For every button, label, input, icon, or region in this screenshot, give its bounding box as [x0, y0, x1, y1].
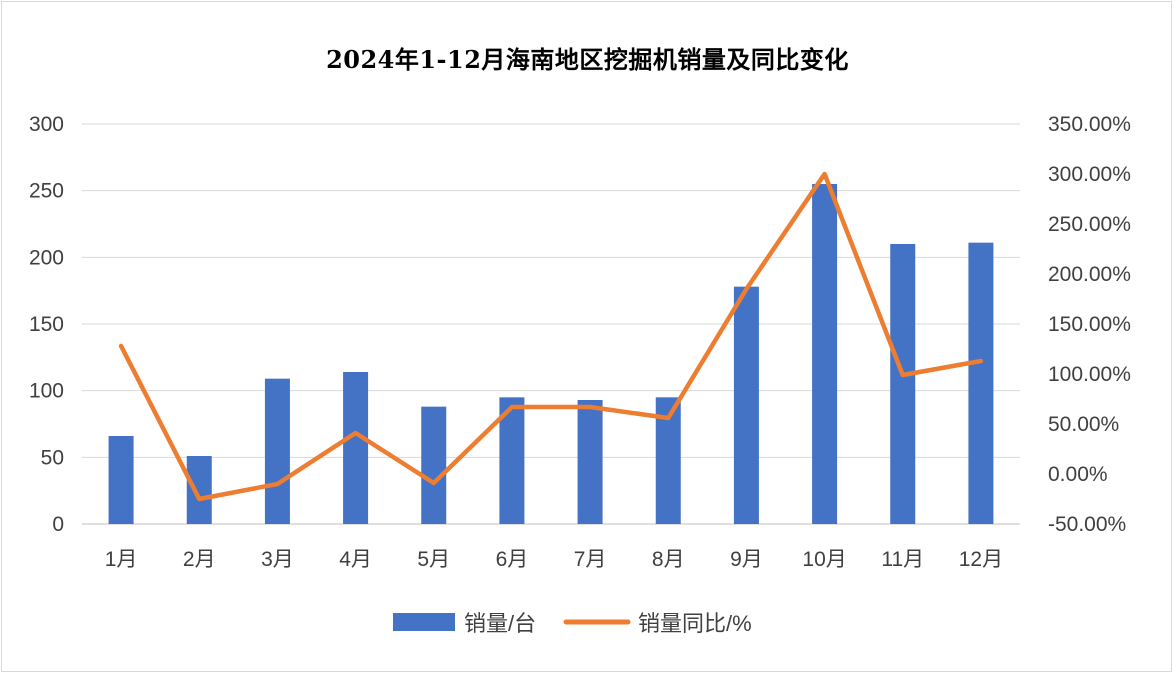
bar	[968, 242, 994, 524]
y-right-tick-label: 300.00%	[1048, 163, 1131, 186]
y-right-tick-label: 200.00%	[1048, 263, 1131, 286]
y-right-tick-label: 350.00%	[1048, 113, 1131, 136]
y-left-tick-label: 300	[29, 113, 64, 136]
y-right-tick-label: 250.00%	[1048, 213, 1131, 236]
x-category-label: 5月	[417, 548, 450, 571]
x-category-label: 6月	[496, 548, 529, 571]
bar	[186, 456, 212, 524]
y-left-tick-label: 50	[41, 446, 64, 469]
bar	[812, 184, 838, 524]
x-category-label: 9月	[730, 548, 763, 571]
legend-bar-label: 销量/台	[464, 611, 536, 636]
bar	[421, 406, 447, 524]
legend-line-label: 销量同比/%	[638, 611, 752, 636]
right-axis-labels: -50.00% 0.00% 50.00% 100.00% 150.00% 200.00% 2…	[1048, 113, 1131, 536]
x-category-label: 11月	[881, 548, 924, 571]
y-right-tick-label: 100.00%	[1048, 363, 1131, 386]
x-category-label: 4月	[339, 548, 372, 571]
bar	[890, 244, 916, 524]
gridlines	[82, 123, 1020, 525]
y-left-tick-label: 100	[29, 380, 64, 403]
x-category-label: 12月	[959, 548, 1003, 571]
legend-bar-swatch	[393, 613, 455, 631]
y-right-tick-label: 150.00%	[1048, 313, 1131, 336]
bar	[499, 397, 525, 524]
y-right-tick-label: 50.00%	[1048, 413, 1119, 436]
y-left-tick-label: 150	[29, 313, 64, 336]
bar	[264, 378, 290, 524]
bar	[108, 436, 134, 524]
x-category-label: 1月	[105, 548, 138, 571]
y-left-tick-label: 250	[29, 180, 64, 203]
bar-series	[108, 184, 994, 524]
x-category-label: 7月	[574, 548, 607, 571]
x-category-label: 3月	[261, 548, 294, 571]
chart-title: 2024年1-12月海南地区挖掘机销量及同比变化	[326, 45, 849, 74]
x-category-label: 10月	[802, 548, 846, 571]
bar	[733, 286, 759, 524]
x-category-label: 2月	[183, 548, 216, 571]
y-right-tick-label: 0.00%	[1048, 463, 1108, 486]
left-axis-labels: 0 50 100 150 200 250 300	[29, 113, 64, 536]
y-left-tick-label: 0	[52, 513, 64, 536]
bar	[577, 400, 603, 524]
line-series	[118, 171, 984, 502]
legend: 销量/台 销量同比/%	[393, 611, 752, 636]
y-left-tick-label: 200	[29, 246, 64, 269]
x-category-label: 8月	[652, 548, 685, 571]
bar	[343, 372, 369, 524]
category-labels: 1月 2月 3月 4月 5月 6月 7月 8月 9月 10月 11月 12月	[105, 548, 1003, 571]
yoy-line	[118, 171, 984, 502]
y-right-tick-label: -50.00%	[1048, 513, 1126, 536]
